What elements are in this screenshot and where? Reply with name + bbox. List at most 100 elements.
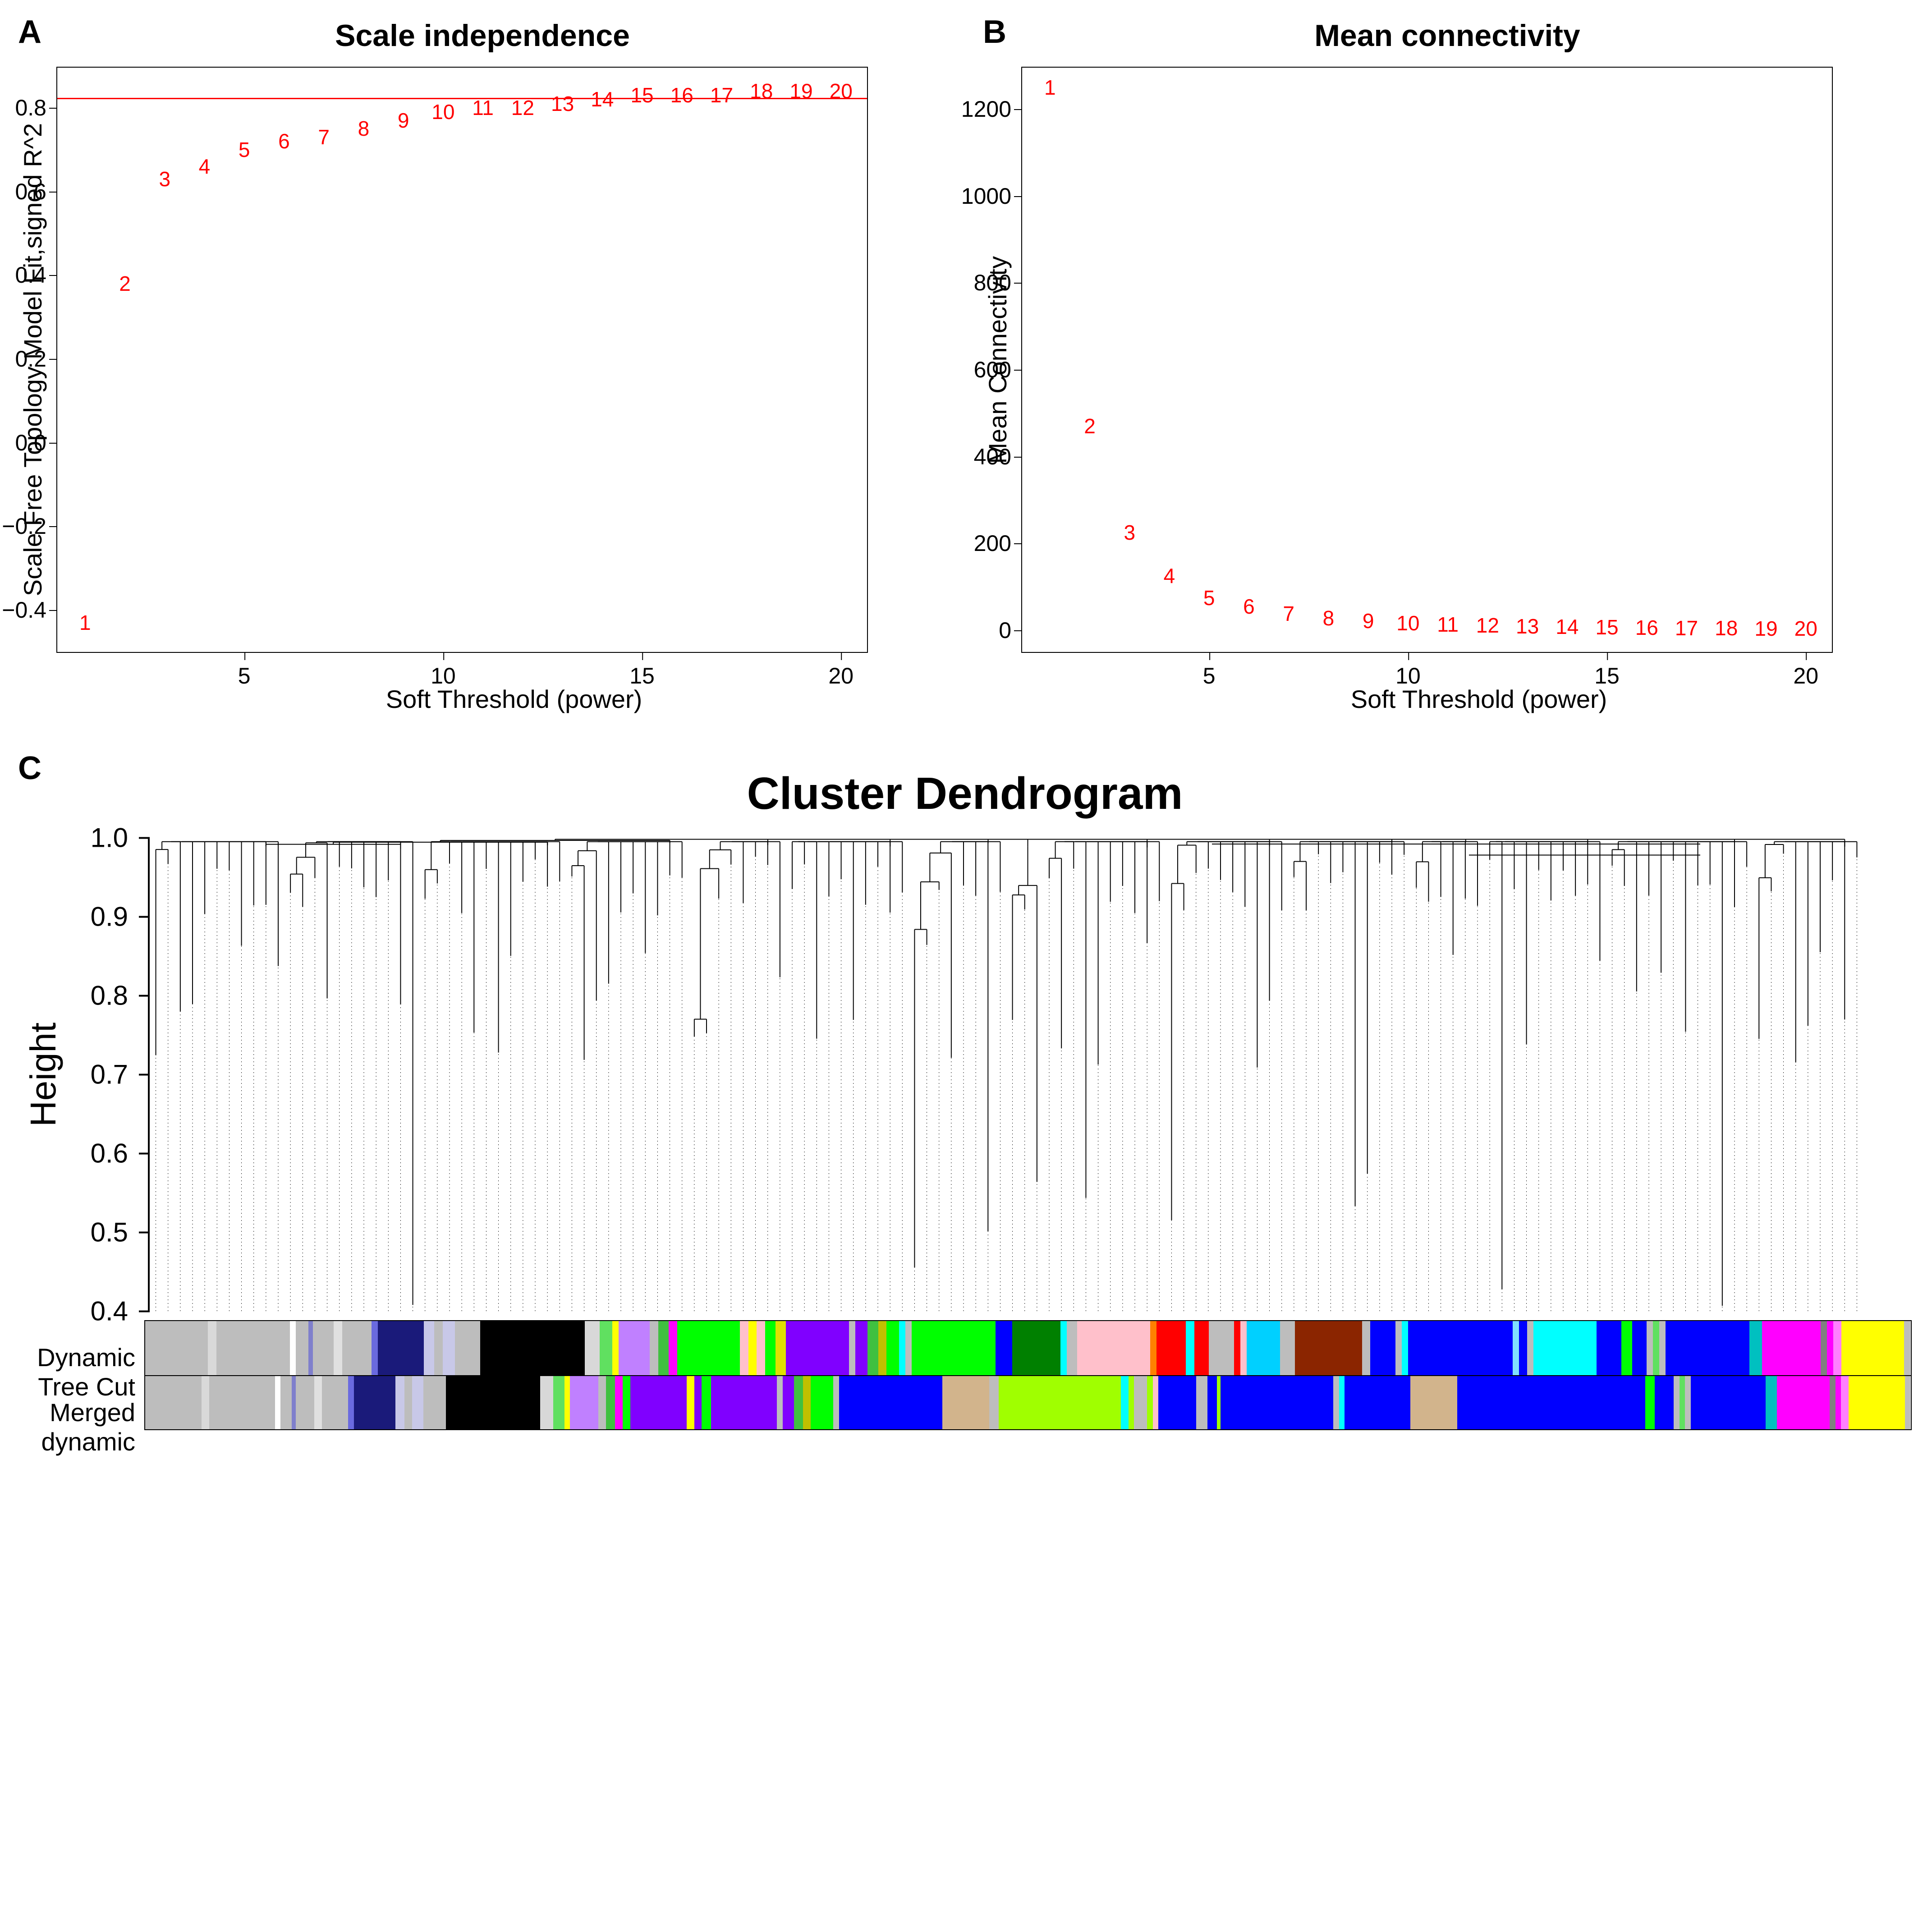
y-tick: −0.4	[2, 597, 57, 623]
merged-dynamic-label: Merged dynamic	[18, 1398, 135, 1456]
dendrogram-plot	[150, 838, 1912, 1311]
x-tick: 5	[238, 652, 251, 689]
panel-b-plot-wrap: Mean Connectivity 0200400600800100012005…	[983, 67, 1912, 653]
data-point: 1	[79, 610, 91, 635]
module-color-segment	[208, 1321, 216, 1375]
data-point: 7	[1283, 601, 1294, 626]
module-color-segment	[216, 1321, 290, 1375]
module-color-segment	[606, 1376, 615, 1429]
y-tick: 1000	[961, 183, 1022, 209]
y-tick: −0.2	[2, 513, 57, 539]
data-point: 16	[670, 83, 693, 107]
module-color-segment	[1632, 1321, 1647, 1375]
module-color-segment	[1150, 1321, 1156, 1375]
module-color-segment	[1659, 1321, 1666, 1375]
module-color-segment	[1295, 1321, 1362, 1375]
data-point: 5	[1203, 586, 1215, 610]
data-point: 2	[119, 271, 131, 296]
module-color-segment	[1209, 1321, 1234, 1375]
module-color-segment	[348, 1376, 354, 1429]
module-color-segment	[1827, 1321, 1833, 1375]
module-color-segment	[1674, 1376, 1680, 1429]
module-color-segment	[811, 1376, 833, 1429]
x-tick: 10	[431, 652, 456, 689]
data-point: 20	[1794, 616, 1817, 641]
module-color-segment	[650, 1321, 658, 1375]
x-tick: 20	[828, 652, 854, 689]
module-color-segment	[702, 1376, 711, 1429]
module-color-segment	[1645, 1376, 1655, 1429]
data-point: 13	[551, 92, 574, 116]
module-color-segment	[1217, 1376, 1221, 1429]
module-color-segment	[145, 1321, 208, 1375]
module-color-segment	[275, 1376, 281, 1429]
dendrogram-y-axis: 0.40.50.60.70.80.91.0	[69, 838, 150, 1311]
module-color-segment	[1830, 1376, 1836, 1429]
module-color-segment	[1194, 1321, 1209, 1375]
data-point: 7	[318, 125, 330, 149]
y-tick: 0.0	[15, 430, 57, 456]
module-color-segment	[145, 1376, 202, 1429]
module-color-segment	[585, 1321, 600, 1375]
dend-y-tick: 0.5	[91, 1217, 150, 1248]
module-color-segment	[867, 1321, 878, 1375]
data-point: 18	[750, 79, 773, 103]
data-point: 8	[358, 116, 370, 141]
module-color-segment	[1849, 1376, 1905, 1429]
y-tick: 800	[974, 270, 1022, 296]
module-color-segment	[1841, 1376, 1849, 1429]
panel-b: B Mean connectivity Mean Connectivity 02…	[983, 18, 1912, 714]
module-color-segment	[623, 1376, 630, 1429]
module-color-segment	[999, 1376, 1121, 1429]
module-color-segment	[1134, 1376, 1147, 1429]
data-point: 8	[1323, 606, 1335, 630]
module-color-segment	[855, 1321, 868, 1375]
merged-dynamic-row	[145, 1375, 1911, 1429]
module-color-segment	[480, 1321, 585, 1375]
module-color-segment	[1513, 1321, 1519, 1375]
y-tick: 0.8	[15, 95, 57, 121]
module-color-segment	[803, 1376, 811, 1429]
module-color-segment	[1621, 1321, 1632, 1375]
data-point: 19	[789, 79, 812, 103]
dend-y-tick: 0.7	[91, 1059, 150, 1090]
module-color-segment	[1156, 1321, 1186, 1375]
module-color-segment	[342, 1321, 372, 1375]
data-point: 13	[1516, 614, 1539, 638]
panel-a-title: Scale independence	[18, 18, 947, 53]
module-color-segment	[615, 1376, 623, 1429]
data-point: 14	[1556, 615, 1579, 639]
module-color-segment	[1766, 1376, 1777, 1429]
module-color-segment	[849, 1321, 855, 1375]
data-point: 12	[511, 96, 534, 120]
module-color-segment	[1158, 1376, 1196, 1429]
module-color-segment	[1647, 1321, 1653, 1375]
module-color-segment	[443, 1321, 455, 1375]
panel-a-label: A	[18, 14, 41, 50]
module-color-segment	[1129, 1376, 1134, 1429]
panel-b-plot: 0200400600800100012005101520123456789101…	[1021, 67, 1833, 653]
module-color-segment	[423, 1376, 446, 1429]
y-tick: 200	[974, 530, 1022, 556]
module-color-segment	[1457, 1376, 1645, 1429]
module-color-segment	[989, 1376, 999, 1429]
module-color-segment	[757, 1321, 765, 1375]
module-color-segment	[292, 1376, 295, 1429]
data-point: 5	[239, 138, 250, 162]
dynamic-tree-cut-row	[145, 1321, 1911, 1375]
module-color-segment	[1362, 1321, 1371, 1375]
module-color-segment	[669, 1321, 677, 1375]
module-color-segment	[600, 1321, 612, 1375]
module-color-segment	[1408, 1321, 1513, 1375]
data-point: 9	[398, 108, 409, 133]
data-point: 17	[710, 83, 733, 107]
module-color-segment	[1333, 1376, 1339, 1429]
module-color-segment	[783, 1376, 794, 1429]
data-point: 4	[199, 154, 211, 179]
module-color-segment	[905, 1321, 912, 1375]
x-tick: 10	[1395, 652, 1421, 689]
module-color-segment	[540, 1376, 553, 1429]
module-color-segment	[322, 1376, 348, 1429]
top-row: A Scale independence Scale Free Topology…	[18, 18, 1912, 714]
module-color-segment	[1691, 1376, 1766, 1429]
